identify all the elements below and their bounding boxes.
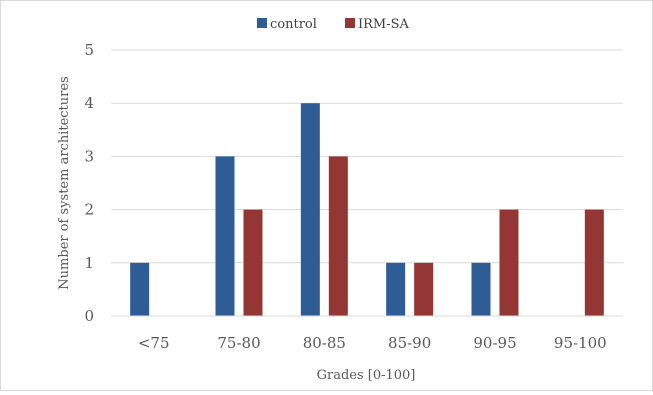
bar-control-4 [471,262,491,316]
y-tick-label: 4 [84,94,94,112]
y-axis-title: Number of system architectures [57,76,72,289]
legend-label-control: control [270,17,317,32]
x-category-label: 95-100 [554,334,607,352]
x-category-label: <75 [138,334,170,352]
gridlines [111,49,623,264]
y-tick-label: 0 [84,307,94,325]
legend-swatch-control [257,18,267,28]
legend-label-irm-sa: IRM-SA [358,17,410,32]
bar-control-3 [386,262,406,316]
y-tick-label: 1 [84,254,94,272]
bar-irm-sa-5 [584,209,604,316]
y-tick-label: 2 [84,201,94,219]
y-tick-label: 5 [84,41,94,59]
y-axis-ticks: 0 1 2 3 4 5 [84,41,94,325]
y-tick-label: 3 [84,147,94,165]
x-axis-categories: <75 75-80 80-85 85-90 90-95 95-100 [138,334,607,352]
bar-irm-sa-2 [328,156,348,316]
bars [130,103,604,316]
x-category-label: 90-95 [473,334,516,352]
bar-control-2 [300,103,320,316]
bar-control-0 [130,262,150,316]
bar-irm-sa-3 [414,262,434,316]
legend: control IRM-SA [257,17,410,32]
x-category-label: 75-80 [217,334,260,352]
bar-control-1 [215,156,235,316]
x-category-label: 85-90 [388,334,431,352]
x-category-label: 80-85 [303,334,346,352]
x-axis-title: Grades [0-100] [317,368,416,383]
bar-irm-sa-4 [499,209,519,316]
bar-irm-sa-1 [243,209,263,316]
legend-swatch-irm-sa [345,18,355,28]
